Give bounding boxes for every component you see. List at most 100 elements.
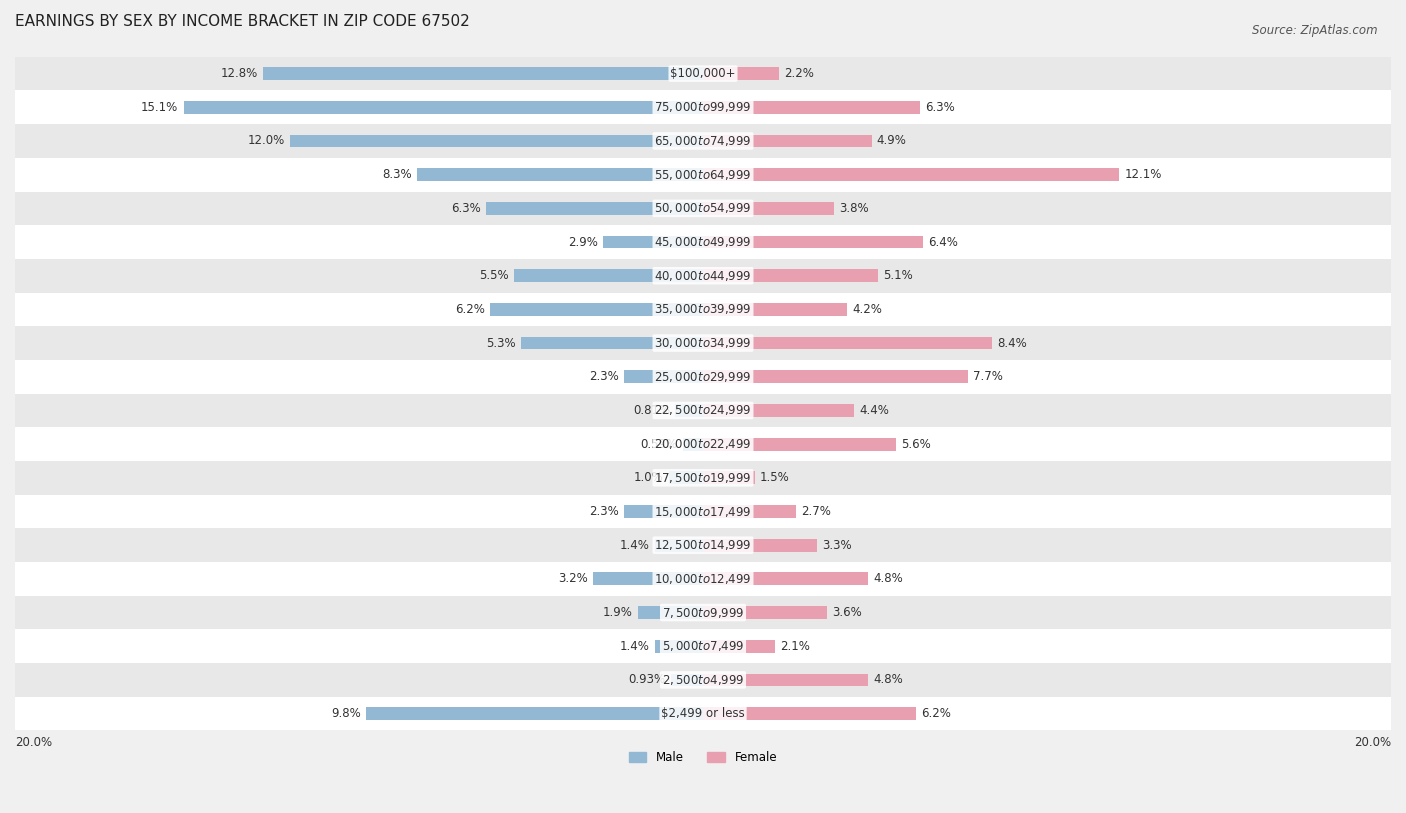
Bar [703,539,817,551]
Text: 8.3%: 8.3% [382,168,412,181]
Text: 6.3%: 6.3% [925,101,955,114]
Text: 7.7%: 7.7% [973,370,1002,383]
Bar [15,158,1391,192]
Text: 5.6%: 5.6% [901,437,931,450]
Bar [675,404,703,417]
Bar [15,494,1391,528]
Text: 2.3%: 2.3% [589,505,619,518]
Bar [703,202,834,215]
Bar [703,505,796,518]
Text: $100,000+: $100,000+ [671,67,735,80]
Bar [520,337,703,350]
Bar [593,572,703,585]
Bar [703,303,848,315]
Bar [513,269,703,282]
Bar [655,539,703,551]
Text: $2,500 to $4,999: $2,500 to $4,999 [662,673,744,687]
Bar [15,663,1391,697]
Text: 12.8%: 12.8% [221,67,257,80]
Bar [703,371,967,383]
Text: $15,000 to $17,499: $15,000 to $17,499 [654,505,752,519]
Bar [703,67,779,80]
Bar [15,90,1391,124]
Bar [703,337,993,350]
Text: $2,499 or less: $2,499 or less [661,707,745,720]
Text: 1.0%: 1.0% [634,472,664,485]
Text: 4.8%: 4.8% [873,572,903,585]
Bar [703,640,775,653]
Bar [15,428,1391,461]
Bar [703,101,920,114]
Text: 15.1%: 15.1% [141,101,179,114]
Text: 12.0%: 12.0% [247,134,285,147]
Bar [489,303,703,315]
Text: 2.3%: 2.3% [589,370,619,383]
Bar [15,360,1391,393]
Bar [418,168,703,181]
Bar [15,57,1391,90]
Text: 3.6%: 3.6% [832,606,862,619]
Text: 6.2%: 6.2% [921,707,952,720]
Bar [15,697,1391,730]
Text: EARNINGS BY SEX BY INCOME BRACKET IN ZIP CODE 67502: EARNINGS BY SEX BY INCOME BRACKET IN ZIP… [15,14,470,29]
Text: $20,000 to $22,499: $20,000 to $22,499 [654,437,752,451]
Text: 6.3%: 6.3% [451,202,481,215]
Bar [703,707,917,720]
Bar [263,67,703,80]
Text: 2.7%: 2.7% [801,505,831,518]
Text: $35,000 to $39,999: $35,000 to $39,999 [654,302,752,316]
Text: 6.4%: 6.4% [928,236,959,249]
Bar [703,236,924,249]
Bar [703,168,1119,181]
Bar [486,202,703,215]
Bar [703,673,868,686]
Text: $25,000 to $29,999: $25,000 to $29,999 [654,370,752,384]
Text: 4.8%: 4.8% [873,673,903,686]
Bar [15,192,1391,225]
Text: 1.4%: 1.4% [620,640,650,653]
Text: 4.4%: 4.4% [859,404,890,417]
Text: 3.8%: 3.8% [839,202,869,215]
Text: 3.3%: 3.3% [821,539,851,552]
Bar [669,472,703,485]
Text: 4.9%: 4.9% [877,134,907,147]
Text: 2.2%: 2.2% [783,67,814,80]
Text: 3.2%: 3.2% [558,572,588,585]
Text: 5.1%: 5.1% [883,269,914,282]
Text: 6.2%: 6.2% [454,303,485,316]
Text: $30,000 to $34,999: $30,000 to $34,999 [654,336,752,350]
Bar [624,505,703,518]
Text: $65,000 to $74,999: $65,000 to $74,999 [654,134,752,148]
Text: 20.0%: 20.0% [15,736,52,749]
Bar [603,236,703,249]
Text: 1.9%: 1.9% [603,606,633,619]
Text: 5.5%: 5.5% [479,269,509,282]
Bar [290,135,703,147]
Bar [703,135,872,147]
Text: $45,000 to $49,999: $45,000 to $49,999 [654,235,752,249]
Text: 1.5%: 1.5% [759,472,790,485]
Text: $55,000 to $64,999: $55,000 to $64,999 [654,167,752,181]
Bar [703,572,868,585]
Text: $50,000 to $54,999: $50,000 to $54,999 [654,202,752,215]
Text: 4.2%: 4.2% [852,303,883,316]
Bar [703,404,855,417]
Text: $7,500 to $9,999: $7,500 to $9,999 [662,606,744,620]
Bar [683,437,703,450]
Bar [638,606,703,619]
Bar [655,640,703,653]
Text: 0.59%: 0.59% [640,437,678,450]
Text: 9.8%: 9.8% [330,707,361,720]
Text: 2.9%: 2.9% [568,236,598,249]
Bar [703,269,879,282]
Text: 5.3%: 5.3% [486,337,516,350]
Bar [624,371,703,383]
Bar [15,596,1391,629]
Bar [15,293,1391,326]
Bar [15,562,1391,596]
Bar [703,606,827,619]
Bar [703,437,896,450]
Bar [15,629,1391,663]
Text: 1.4%: 1.4% [620,539,650,552]
Bar [366,707,703,720]
